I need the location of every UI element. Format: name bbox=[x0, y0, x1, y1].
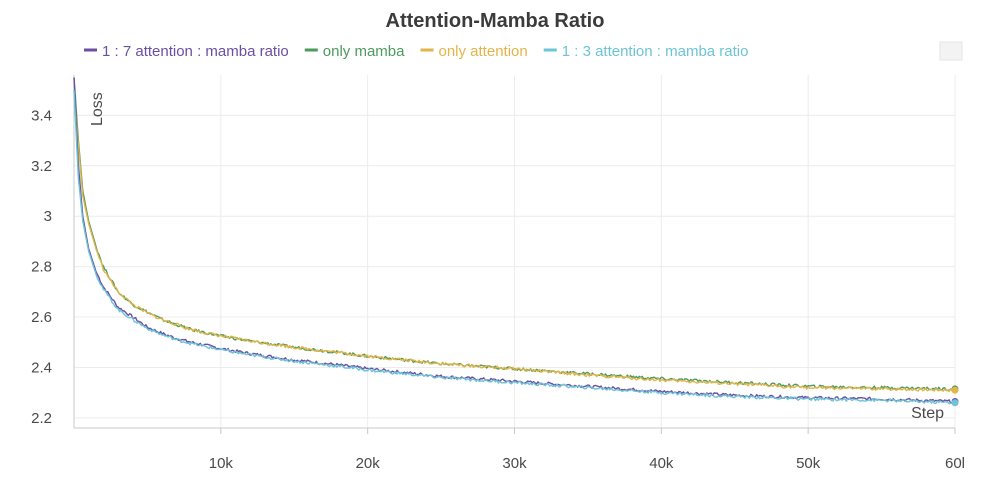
legend-label: 1 : 7 attention : mamba ratio bbox=[102, 43, 289, 60]
axes bbox=[73, 75, 956, 434]
y-tick-label: 2.4 bbox=[31, 359, 52, 376]
x-tick-label: 20k bbox=[356, 455, 381, 472]
tick-labels: 2.2 2.4 2.6 2.8 3 3.2 3.4 10k 20k 30k 40k 50k 60l bbox=[31, 107, 965, 472]
legend-label: only attention bbox=[438, 43, 527, 60]
chart-title: Attention-Mamba Ratio bbox=[386, 10, 605, 32]
x-tick-label: 50k bbox=[796, 455, 821, 472]
y-tick-label: 2.2 bbox=[31, 410, 52, 427]
legend-scroll-handle[interactable] bbox=[939, 41, 963, 61]
y-tick-label: 2.6 bbox=[31, 309, 52, 326]
y-tick-label: 2.8 bbox=[31, 259, 52, 276]
legend-item-2[interactable]: only mamba bbox=[304, 43, 405, 60]
y-axis-label: Loss bbox=[89, 92, 106, 126]
legend-item-4[interactable]: 1 : 3 attention : mamba ratio bbox=[543, 43, 749, 60]
legend: 1 : 7 attention : mamba ratio only mamba o… bbox=[84, 43, 749, 60]
series-group bbox=[73, 77, 959, 407]
x-axis-label: Step bbox=[911, 405, 944, 422]
y-tick-label: 3.2 bbox=[31, 158, 52, 175]
series-end-point-3 bbox=[951, 386, 959, 394]
x-tick-label: 30k bbox=[502, 455, 527, 472]
legend-item-1[interactable]: 1 : 7 attention : mamba ratio bbox=[84, 43, 289, 60]
x-tick-label: 60l bbox=[945, 455, 965, 472]
x-tick-label: 40k bbox=[649, 455, 674, 472]
x-tick-label: 10k bbox=[209, 455, 234, 472]
y-tick-label: 3.4 bbox=[31, 107, 52, 124]
legend-label: 1 : 3 attention : mamba ratio bbox=[562, 43, 749, 60]
y-tick-label: 3 bbox=[44, 208, 52, 225]
legend-label: only mamba bbox=[323, 43, 405, 60]
series-line-3 bbox=[73, 90, 956, 393]
legend-item-3[interactable]: only attention bbox=[420, 43, 528, 60]
series-end-point-4 bbox=[951, 399, 959, 407]
grid bbox=[74, 75, 956, 428]
series-line-4 bbox=[73, 90, 955, 405]
